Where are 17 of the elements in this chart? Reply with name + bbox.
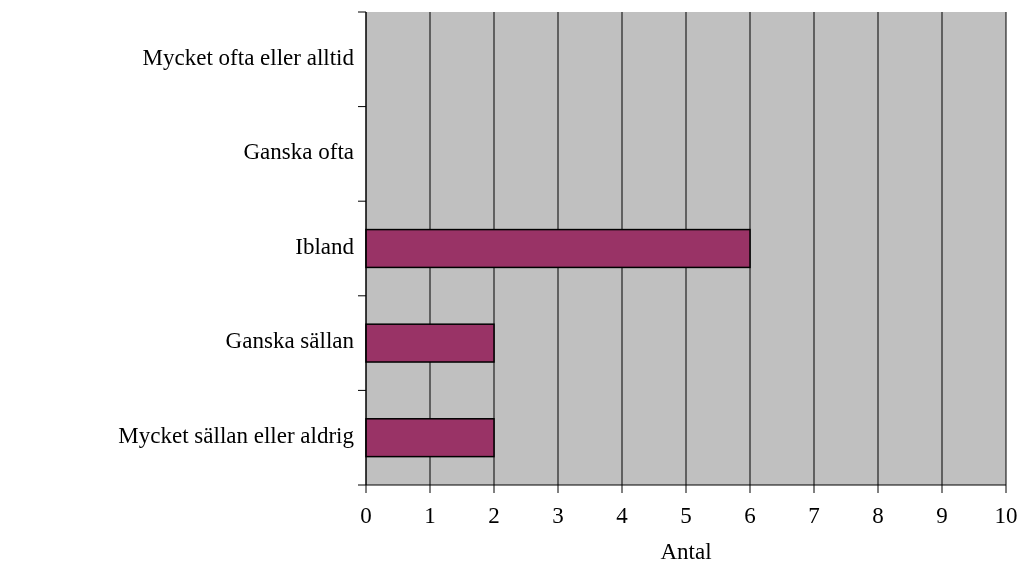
x-tick-label: 3 (552, 503, 564, 528)
x-tick-label: 4 (616, 503, 629, 528)
y-tick-label: Ganska sällan (225, 328, 355, 354)
y-tick-label: Mycket ofta eller alltid (142, 44, 355, 70)
x-tick-label: 8 (872, 503, 884, 528)
x-tick-label: 0 (360, 503, 372, 528)
x-tick-label: 10 (994, 503, 1018, 528)
x-axis-title: Antal (660, 539, 712, 564)
x-tick-label: 7 (808, 503, 820, 528)
y-tick-label: Ganska ofta (243, 139, 354, 165)
x-tick-label: 9 (936, 503, 948, 528)
y-tick-label: Mycket sällan eller aldrig (118, 422, 355, 448)
x-tick-label: 2 (488, 503, 500, 528)
y-tick-label: Ibland (295, 233, 355, 259)
x-tick-label: 1 (424, 503, 436, 528)
x-tick-label: 6 (744, 503, 756, 528)
x-tick-label: 5 (680, 503, 692, 528)
